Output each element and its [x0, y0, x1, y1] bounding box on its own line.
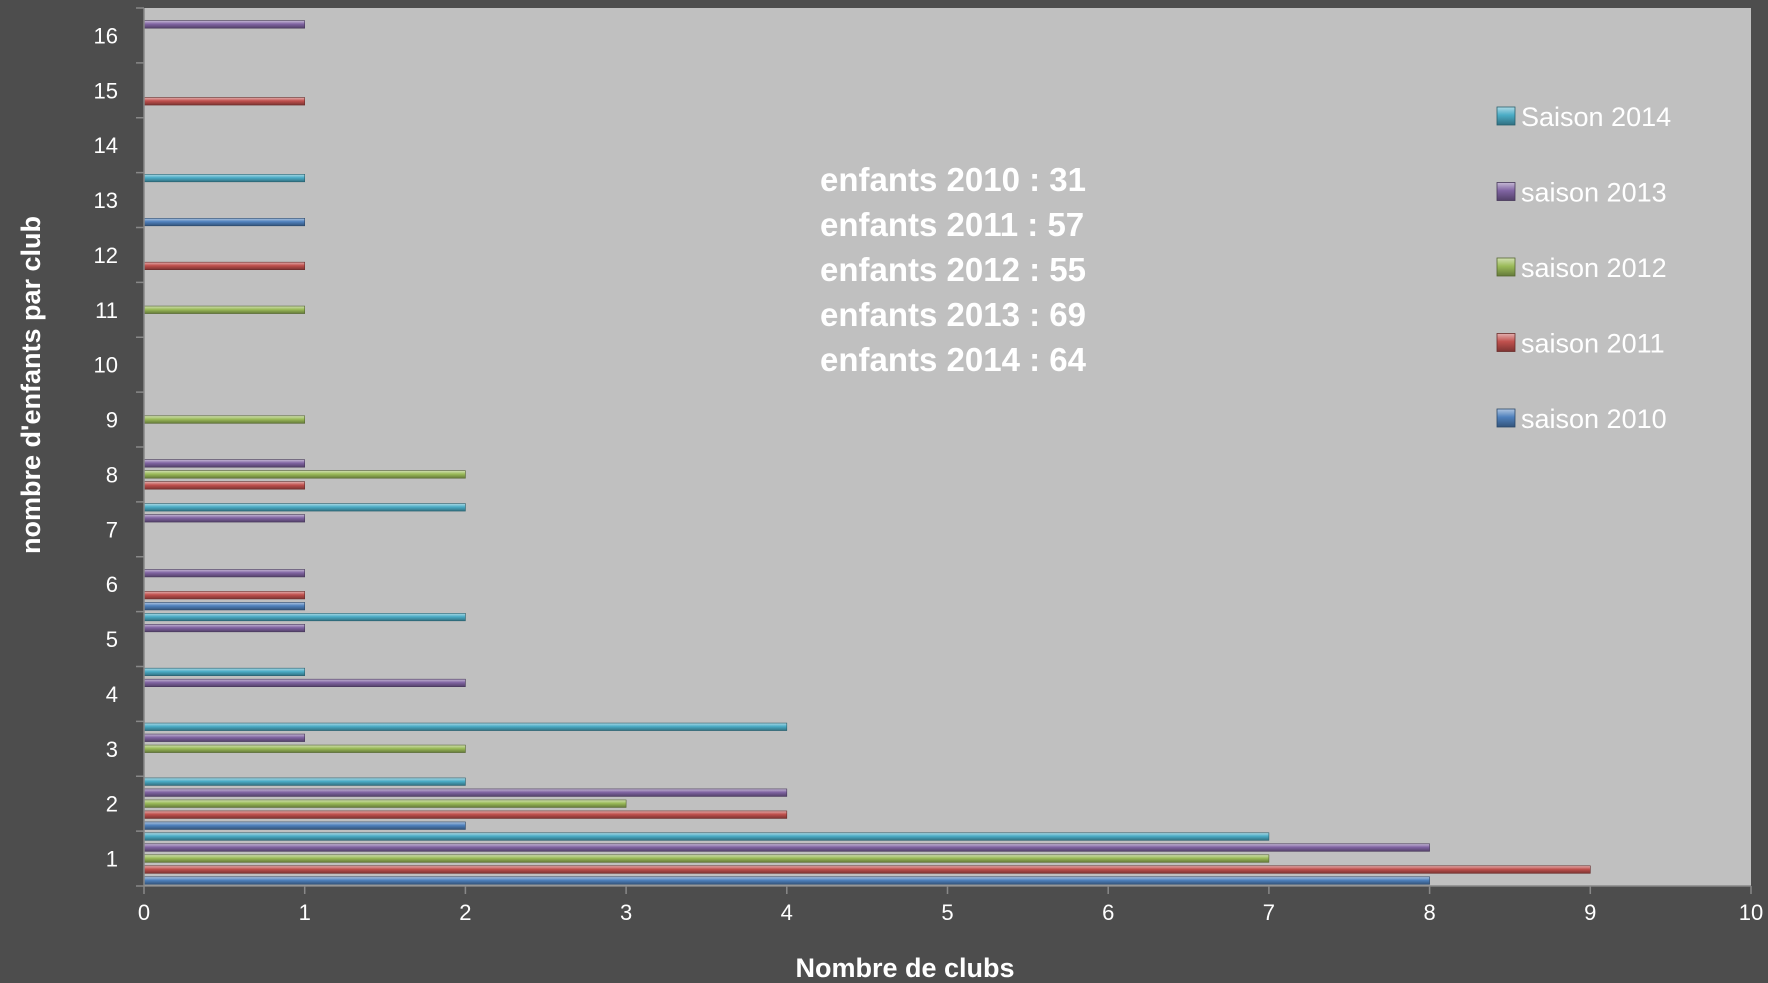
legend-label: saison 2011 — [1521, 329, 1665, 359]
x-tick-label: 2 — [459, 900, 471, 925]
bar — [143, 470, 466, 479]
y-tick-label: 10 — [94, 353, 118, 378]
legend-label: Saison 2014 — [1521, 102, 1671, 132]
bar — [143, 569, 305, 578]
plot-area — [144, 8, 1751, 886]
x-tick-label: 1 — [299, 900, 311, 925]
legend-item: Saison 2014 — [1496, 102, 1671, 132]
bar — [143, 678, 466, 687]
x-axis-title: Nombre de clubs — [795, 953, 1014, 983]
y-tick-label: 9 — [106, 408, 118, 433]
y-tick-label: 16 — [94, 23, 118, 48]
bar — [143, 624, 305, 633]
x-tick-label: 3 — [620, 900, 632, 925]
bar — [143, 876, 1430, 885]
y-tick-label: 1 — [106, 847, 118, 872]
bar — [143, 174, 305, 183]
bar — [143, 667, 305, 676]
annotation-line: enfants 2011 : 57 — [820, 206, 1084, 243]
legend-swatch — [1496, 182, 1516, 201]
y-tick-label: 5 — [106, 627, 118, 652]
x-tick-label: 9 — [1584, 900, 1596, 925]
x-tick-label: 8 — [1423, 900, 1435, 925]
annotation-line: enfants 2012 : 55 — [820, 251, 1086, 288]
legend-label: saison 2013 — [1521, 178, 1667, 208]
legend-label: saison 2012 — [1521, 253, 1667, 283]
bar — [143, 97, 305, 106]
y-tick-label: 8 — [106, 462, 118, 487]
bar — [143, 415, 305, 424]
bar — [143, 218, 305, 227]
bar — [143, 733, 305, 742]
bar — [143, 832, 1270, 841]
bar — [143, 843, 1430, 852]
bar — [143, 591, 305, 600]
y-tick-label: 11 — [95, 298, 118, 323]
y-tick-label: 15 — [94, 78, 118, 103]
legend-item: saison 2013 — [1496, 178, 1667, 208]
legend-swatch — [1496, 333, 1516, 352]
bar — [143, 459, 305, 468]
bar — [143, 503, 466, 512]
legend-label: saison 2010 — [1521, 404, 1667, 434]
bar — [143, 305, 305, 314]
legend: Saison 2014 saison 2013 saison 2012 saison … — [1496, 102, 1671, 434]
bar — [143, 788, 788, 797]
annotation-line: enfants 2010 : 31 — [820, 161, 1086, 198]
bar — [143, 613, 466, 622]
bar — [143, 865, 1591, 874]
y-tick-label: 6 — [106, 572, 118, 597]
bar — [143, 514, 305, 523]
legend-item: saison 2011 — [1496, 329, 1665, 359]
annotation-line: enfants 2014 : 64 — [820, 341, 1087, 378]
y-tick-label: 2 — [106, 792, 118, 817]
bar — [143, 777, 466, 786]
bar — [143, 854, 1270, 863]
bar — [143, 821, 466, 830]
annotation-box: enfants 2010 : 31 enfants 2011 : 57 enfa… — [820, 161, 1087, 378]
bar — [143, 744, 466, 753]
legend-item: saison 2012 — [1496, 253, 1667, 283]
x-tick-label: 5 — [941, 900, 953, 925]
y-tick-label: 4 — [106, 682, 118, 707]
legend-item: saison 2010 — [1496, 404, 1667, 434]
bar — [143, 261, 305, 270]
y-tick-label: 14 — [94, 133, 118, 158]
legend-swatch — [1496, 408, 1516, 428]
bar — [143, 602, 305, 611]
legend-swatch — [1496, 257, 1516, 277]
y-tick-label: 7 — [106, 517, 118, 542]
x-tick-label: 10 — [1739, 900, 1763, 925]
bar — [143, 810, 788, 819]
y-tick-label: 13 — [94, 188, 118, 213]
legend-swatch — [1496, 106, 1516, 126]
x-tick-label: 4 — [781, 900, 793, 925]
y-tick-label: 12 — [94, 243, 118, 268]
x-tick-label: 7 — [1263, 900, 1275, 925]
annotation-line: enfants 2013 : 69 — [820, 296, 1086, 333]
bar — [143, 20, 305, 29]
y-axis-title: nombre d'enfants par club — [16, 216, 46, 554]
bar — [143, 799, 627, 808]
bar — [143, 722, 788, 731]
x-tick-label: 6 — [1102, 900, 1114, 925]
x-tick-label: 0 — [138, 900, 150, 925]
y-tick-label: 3 — [106, 737, 118, 762]
bar — [143, 481, 305, 490]
